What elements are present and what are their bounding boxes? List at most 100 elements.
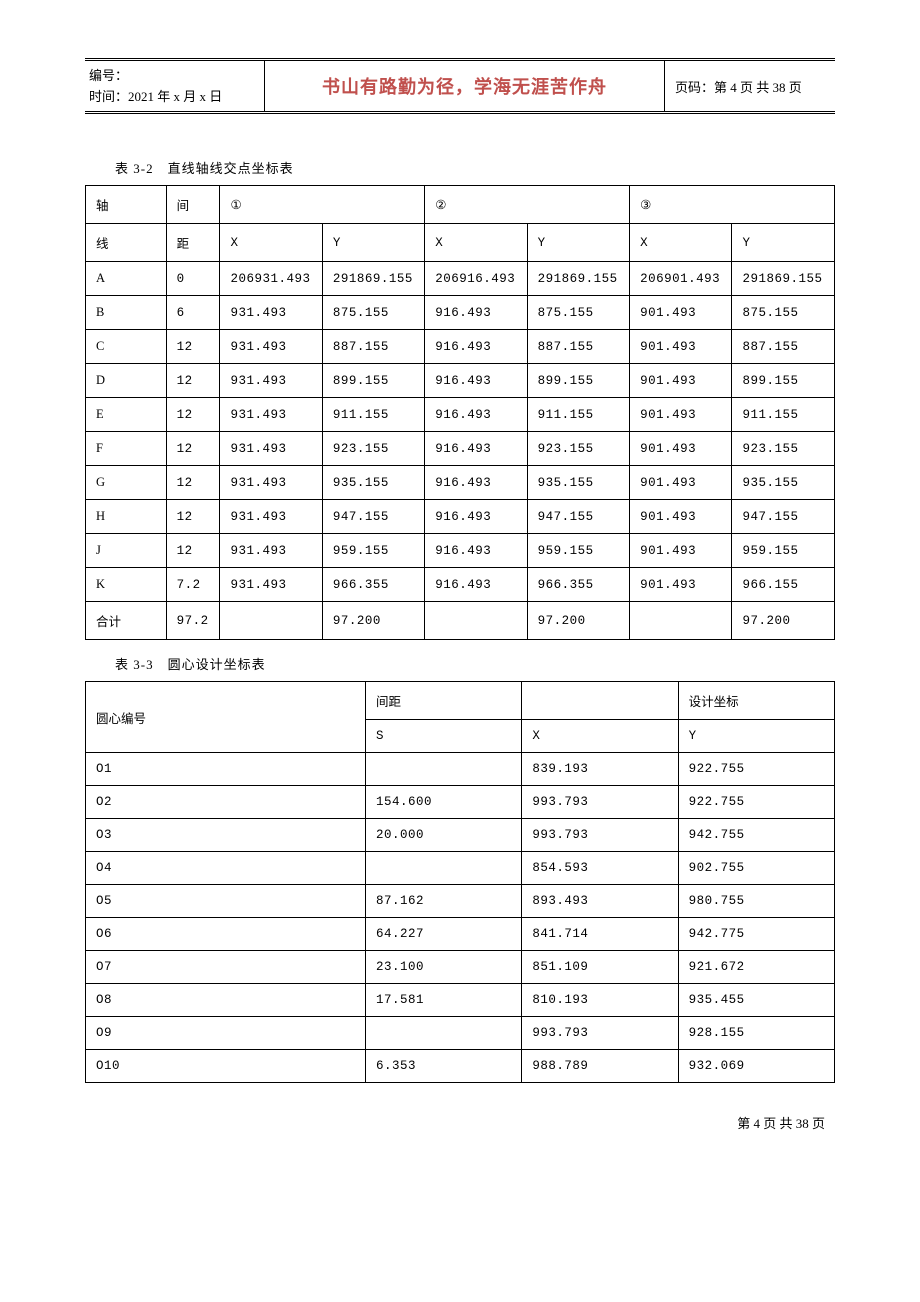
hdr-dist: 距 [166, 224, 220, 262]
cell-x1: 931.493 [220, 500, 322, 534]
cell-x2: 916.493 [425, 432, 527, 466]
hdr-g3: ③ [630, 186, 835, 224]
cell-ax: C [86, 330, 167, 364]
cell-x2: 916.493 [425, 500, 527, 534]
table-row: G12931.493935.155916.493935.155901.49393… [86, 466, 835, 500]
hdr-y: Y [527, 224, 629, 262]
cell-s: 23.100 [366, 951, 522, 984]
cell-ax: A [86, 262, 167, 296]
cell-x2: 916.493 [425, 568, 527, 602]
cell-y3: 935.155 [732, 466, 835, 500]
cell-x3: 901.493 [630, 330, 732, 364]
cell-s [366, 852, 522, 885]
cell-y2: 875.155 [527, 296, 629, 330]
cell-y2: 291869.155 [527, 262, 629, 296]
total-gap: 97.2 [166, 602, 220, 640]
page-header: 编号： 时间：2021 年 x 月 x 日 书山有路勤为径，学海无涯苦作舟 页码… [85, 58, 835, 114]
cell-id: O6 [86, 918, 366, 951]
cell-y3: 923.155 [732, 432, 835, 466]
cell-y2: 887.155 [527, 330, 629, 364]
cell-ax: F [86, 432, 167, 466]
cell-y2: 966.355 [527, 568, 629, 602]
cell-x: 993.793 [522, 1017, 678, 1050]
cell-y3: 887.155 [732, 330, 835, 364]
cell-gap: 12 [166, 364, 220, 398]
cell-y2: 923.155 [527, 432, 629, 466]
cell-y3: 899.155 [732, 364, 835, 398]
cell-y: 980.755 [678, 885, 834, 918]
total-x2 [425, 602, 527, 640]
cell-ax: D [86, 364, 167, 398]
total-label: 合计 [86, 602, 167, 640]
hdr-y: Y [322, 224, 424, 262]
cell-y3: 959.155 [732, 534, 835, 568]
cell-s: 6.353 [366, 1050, 522, 1083]
hdr-gap2: 间距 [366, 682, 522, 720]
cell-x: 839.193 [522, 753, 678, 786]
table-row: O2154.600993.793922.755 [86, 786, 835, 819]
cell-x1: 931.493 [220, 534, 322, 568]
cell-s [366, 1017, 522, 1050]
table-row: E12931.493911.155916.493911.155901.49391… [86, 398, 835, 432]
cell-y1: 899.155 [322, 364, 424, 398]
cell-x1: 931.493 [220, 398, 322, 432]
cell-x1: 931.493 [220, 466, 322, 500]
cell-y: 922.755 [678, 753, 834, 786]
cell-x: 851.109 [522, 951, 678, 984]
cell-x3: 901.493 [630, 568, 732, 602]
table-row: O664.227841.714942.775 [86, 918, 835, 951]
cell-y3: 875.155 [732, 296, 835, 330]
hdr-gap: 间 [166, 186, 220, 224]
cell-y: 902.755 [678, 852, 834, 885]
table2-caption: 表 3-3 圆心设计坐标表 [85, 654, 835, 673]
cell-x: 893.493 [522, 885, 678, 918]
header-motto: 书山有路勤为径，学海无涯苦作舟 [265, 61, 665, 111]
total-x1 [220, 602, 322, 640]
cell-x: 988.789 [522, 1050, 678, 1083]
table-row: 圆心编号 间距 设计坐标 [86, 682, 835, 720]
table1-caption: 表 3-2 直线轴线交点坐标表 [85, 158, 835, 177]
table-row: H12931.493947.155916.493947.155901.49394… [86, 500, 835, 534]
cell-y: 942.755 [678, 819, 834, 852]
cell-y1: 887.155 [322, 330, 424, 364]
cell-x: 854.593 [522, 852, 678, 885]
cell-y: 922.755 [678, 786, 834, 819]
cell-y3: 911.155 [732, 398, 835, 432]
hdr-blank [522, 682, 678, 720]
hdr-line: 线 [86, 224, 167, 262]
cell-y3: 291869.155 [732, 262, 835, 296]
hdr-x2: X [522, 720, 678, 753]
cell-gap: 12 [166, 330, 220, 364]
cell-y: 932.069 [678, 1050, 834, 1083]
cell-x: 993.793 [522, 819, 678, 852]
cell-id: O10 [86, 1050, 366, 1083]
cell-y2: 959.155 [527, 534, 629, 568]
table-row: O9993.793928.155 [86, 1017, 835, 1050]
cell-y1: 875.155 [322, 296, 424, 330]
cell-x1: 931.493 [220, 568, 322, 602]
cell-s: 20.000 [366, 819, 522, 852]
cell-y1: 935.155 [322, 466, 424, 500]
cell-ax: K [86, 568, 167, 602]
center-coord-table: 圆心编号 间距 设计坐标 S X Y O1839.193922.755O2154… [85, 681, 835, 1083]
hdr-g2: ② [425, 186, 630, 224]
table-row: 轴 间 ① ② ③ [86, 186, 835, 224]
cell-s: 64.227 [366, 918, 522, 951]
table-row: O817.581810.193935.455 [86, 984, 835, 1017]
hdr-x: X [220, 224, 322, 262]
cell-s: 17.581 [366, 984, 522, 1017]
hdr-x: X [425, 224, 527, 262]
cell-x: 810.193 [522, 984, 678, 1017]
cell-x3: 901.493 [630, 534, 732, 568]
cell-x2: 916.493 [425, 296, 527, 330]
cell-y: 942.775 [678, 918, 834, 951]
cell-gap: 0 [166, 262, 220, 296]
axis-coord-table: 轴 间 ① ② ③ 线 距 X Y X Y X Y A0206931.49329… [85, 185, 835, 640]
cell-ax: J [86, 534, 167, 568]
cell-gap: 12 [166, 500, 220, 534]
cell-x2: 916.493 [425, 364, 527, 398]
cell-y2: 947.155 [527, 500, 629, 534]
hdr-s: S [366, 720, 522, 753]
table-row: O723.100851.109921.672 [86, 951, 835, 984]
cell-y1: 911.155 [322, 398, 424, 432]
